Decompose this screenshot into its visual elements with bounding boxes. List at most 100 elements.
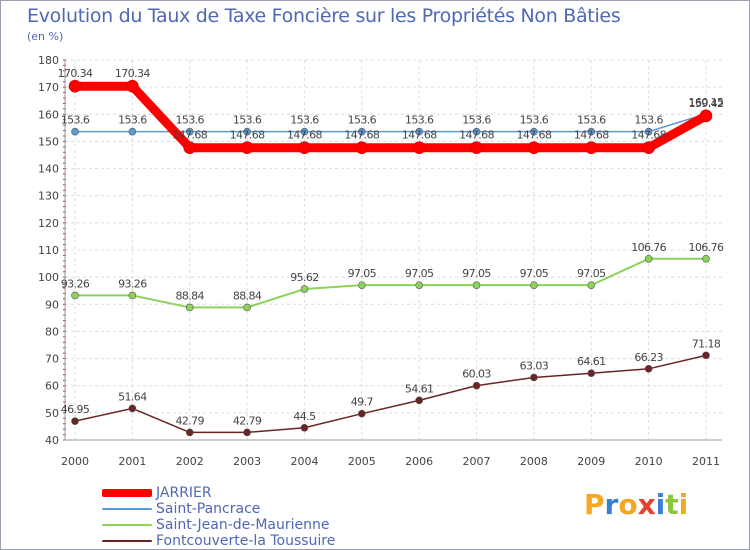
data-point <box>185 428 194 437</box>
y-tick-label: 40 <box>45 434 59 447</box>
data-point <box>126 79 139 93</box>
series-line-0 <box>70 81 711 153</box>
series-line-3 <box>74 354 707 434</box>
y-tick-label: 60 <box>45 380 59 393</box>
logo-letter: r <box>604 488 619 521</box>
x-tick-label: 2000 <box>61 455 89 468</box>
y-tick-label: 80 <box>45 325 59 338</box>
y-tick-label: 90 <box>45 298 59 311</box>
y-tick-label: 100 <box>38 271 59 284</box>
data-point <box>240 141 254 155</box>
data-label: 95.62 <box>290 271 319 284</box>
x-tick-label: 2009 <box>577 455 605 468</box>
data-label: 63.03 <box>520 359 549 372</box>
logo-letter: o <box>618 488 638 521</box>
data-label: 42.79 <box>233 414 262 427</box>
logo-letter: x <box>637 488 656 521</box>
data-label: 160.15 <box>689 96 724 109</box>
y-tick-label: 50 <box>45 407 59 420</box>
data-point <box>128 127 137 136</box>
data-label: 147.68 <box>172 129 207 142</box>
data-point <box>472 281 481 289</box>
data-point <box>185 127 194 136</box>
y-tick-label: 170 <box>38 81 59 94</box>
y-tick-label: 180 <box>38 54 59 67</box>
data-point <box>71 127 79 136</box>
logo-letter: i <box>678 488 689 521</box>
series-line-2 <box>74 257 707 309</box>
data-point <box>358 281 366 289</box>
data-point <box>300 423 309 432</box>
data-point <box>644 127 653 136</box>
data-point <box>702 351 710 360</box>
data-point <box>358 409 366 418</box>
data-label: 153.6 <box>577 114 606 127</box>
data-point <box>472 381 481 390</box>
data-label: 147.68 <box>344 129 379 142</box>
data-label: 71.18 <box>692 337 721 350</box>
legend-swatch <box>102 508 152 510</box>
data-label: 51.64 <box>118 390 147 403</box>
data-label: 147.68 <box>402 129 437 142</box>
data-point <box>412 141 426 155</box>
data-label: 170.34 <box>115 67 150 80</box>
data-label: 106.76 <box>689 241 724 254</box>
y-tick-label: 120 <box>38 217 59 230</box>
data-label: 153.6 <box>233 114 262 127</box>
data-point <box>530 373 538 382</box>
data-label: 44.5 <box>293 410 316 423</box>
chart-title: Evolution du Taux de Taxe Foncière sur l… <box>27 5 621 27</box>
data-label: 147.68 <box>574 129 609 142</box>
data-point <box>415 281 423 289</box>
data-label: 66.23 <box>634 351 663 364</box>
data-label: 106.76 <box>631 241 666 254</box>
data-label: 93.26 <box>118 277 147 290</box>
data-point <box>470 141 483 155</box>
data-label: 49.7 <box>351 396 374 409</box>
x-tick-label: 2004 <box>290 455 318 468</box>
data-label: 153.6 <box>61 114 90 127</box>
data-point <box>71 291 79 300</box>
data-point <box>358 127 366 136</box>
logo-letter: t <box>665 488 679 521</box>
legend-label: Saint-Pancrace <box>156 501 261 517</box>
x-tick-label: 2007 <box>463 455 491 468</box>
data-point <box>71 417 79 425</box>
data-point <box>527 141 541 155</box>
x-tick-label: 2006 <box>405 455 433 468</box>
legend-item: Saint-Pancrace <box>102 501 335 517</box>
data-label: 97.05 <box>520 267 549 280</box>
data-label: 153.6 <box>348 114 377 127</box>
data-point <box>128 291 137 300</box>
data-point <box>183 141 197 155</box>
y-tick-label: 160 <box>38 108 59 121</box>
data-label: 88.84 <box>233 289 262 302</box>
data-label: 60.03 <box>462 368 491 381</box>
data-point <box>243 127 251 136</box>
data-point <box>300 285 309 293</box>
legend-item: JARRIER <box>102 485 335 501</box>
legend-item: Saint-Jean-de-Maurienne <box>102 517 335 533</box>
data-point <box>699 109 713 123</box>
data-point <box>298 141 311 155</box>
legend-label: JARRIER <box>156 485 212 501</box>
data-label: 54.61 <box>405 382 434 395</box>
data-label: 46.95 <box>61 403 90 416</box>
x-tick-label: 2001 <box>118 455 146 468</box>
data-point <box>530 127 538 136</box>
unit-label: (en %) <box>27 30 64 43</box>
data-label: 88.84 <box>175 289 204 302</box>
x-tick-label: 2003 <box>233 455 261 468</box>
data-label: 170.34 <box>58 67 93 80</box>
data-label: 147.68 <box>287 129 322 142</box>
legend-swatch <box>102 540 152 542</box>
data-label: 147.68 <box>631 129 666 142</box>
data-point <box>355 141 369 155</box>
data-point <box>185 303 194 312</box>
y-tick-label: 110 <box>38 244 59 257</box>
data-label: 97.05 <box>462 267 491 280</box>
data-point <box>300 127 309 136</box>
logo-letter: P <box>584 488 605 521</box>
data-point <box>587 127 596 136</box>
